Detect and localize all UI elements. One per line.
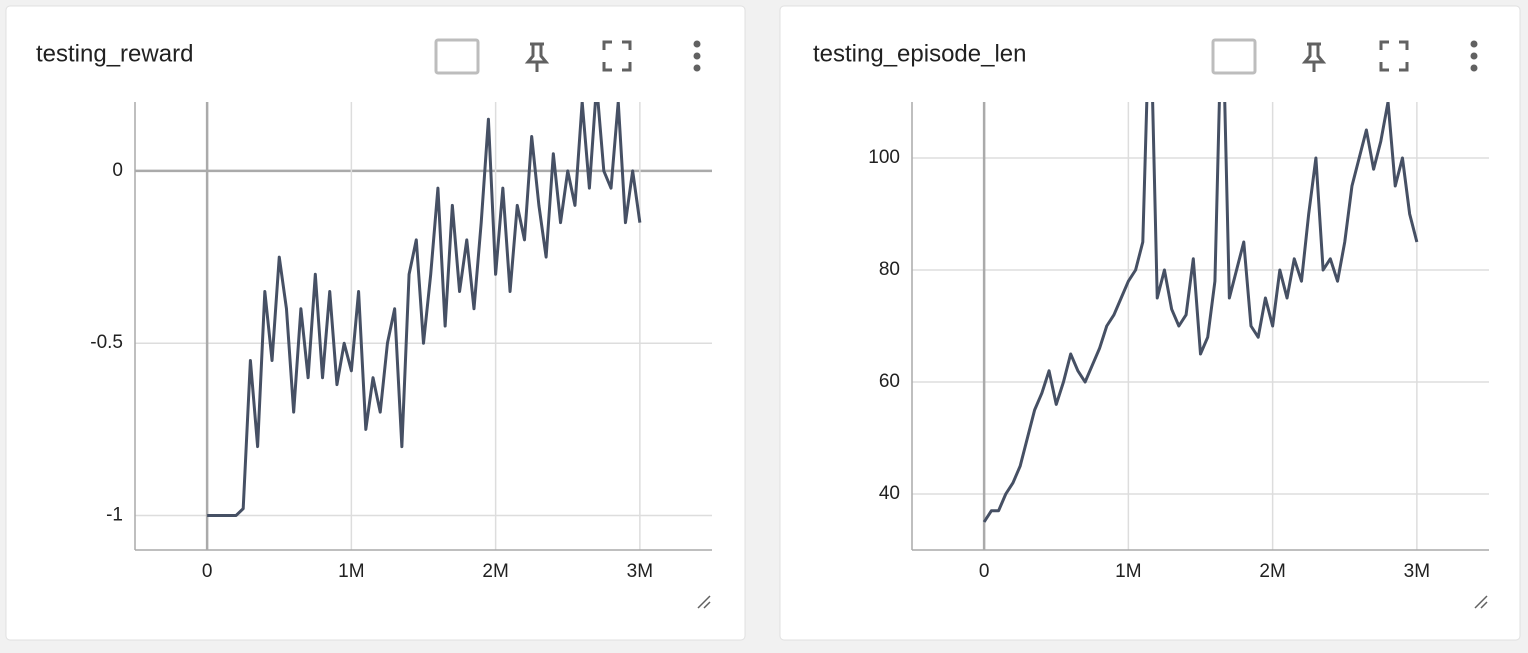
y-tick-label: 40 bbox=[879, 483, 900, 504]
fullscreen-button[interactable] bbox=[1379, 40, 1409, 72]
y-tick-label: -1 bbox=[106, 505, 123, 526]
fit-button[interactable] bbox=[1211, 38, 1257, 75]
toolbar bbox=[434, 38, 1488, 609]
x-tick-label: 1M bbox=[1115, 561, 1141, 582]
y-tick-label: 80 bbox=[879, 259, 900, 280]
resize-handle[interactable] bbox=[1474, 595, 1488, 609]
x-tick-label: 3M bbox=[627, 561, 653, 582]
chart-title: testing_episode_len bbox=[813, 40, 1027, 67]
card bbox=[779, 5, 1521, 641]
fit-button[interactable] bbox=[434, 38, 480, 75]
x-tick-label: 2M bbox=[482, 561, 508, 582]
pin-button[interactable] bbox=[524, 42, 550, 72]
y-tick-label: 60 bbox=[879, 371, 900, 392]
x-tick-label: 3M bbox=[1404, 561, 1430, 582]
y-tick-label: -0.5 bbox=[90, 332, 123, 353]
y-tick-label: 100 bbox=[868, 147, 900, 168]
x-tick-label: 2M bbox=[1259, 561, 1285, 582]
x-tick-label: 1M bbox=[338, 561, 364, 582]
fullscreen-button[interactable] bbox=[602, 40, 632, 72]
data-line bbox=[207, 102, 642, 518]
card bbox=[5, 5, 746, 641]
menu-button[interactable] bbox=[693, 40, 701, 72]
resize-handle[interactable] bbox=[697, 595, 711, 609]
menu-button[interactable] bbox=[1470, 40, 1478, 72]
x-tick-label: 0 bbox=[202, 561, 213, 582]
x-tick-label: 0 bbox=[979, 561, 990, 582]
pin-button[interactable] bbox=[1301, 42, 1327, 72]
data-line bbox=[982, 102, 1419, 523]
chart-title: testing_reward bbox=[36, 40, 193, 67]
y-tick-label: 0 bbox=[112, 160, 123, 181]
